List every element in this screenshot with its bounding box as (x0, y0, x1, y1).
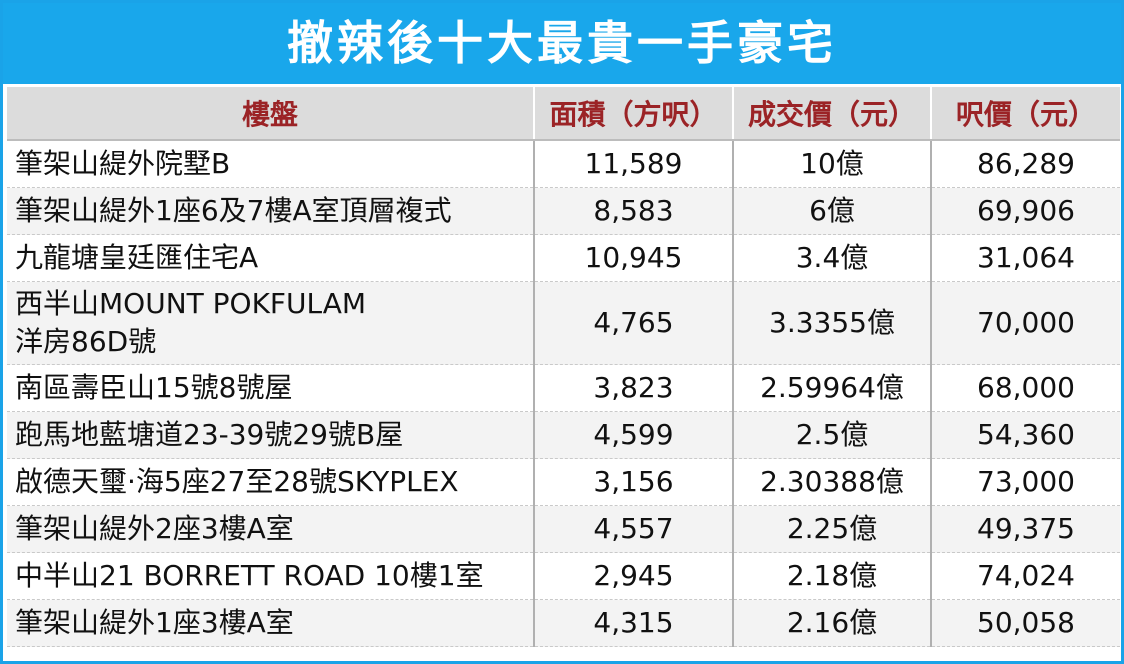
area-value: 3,823 (533, 364, 733, 412)
table-row: 南區壽臣山15號8號屋 3,823 2.59964億 68,000 (7, 364, 1120, 412)
area-value: 4,557 (533, 505, 733, 553)
property-name: 跑馬地藍塘道23-39號29號B屋 (7, 411, 534, 459)
price-value: 2.25億 (732, 505, 931, 553)
table-row: 筆架山緹外2座3樓A室 4,557 2.25億 49,375 (7, 505, 1120, 553)
psf-value: 54,360 (930, 411, 1120, 459)
area-value: 11,589 (533, 140, 733, 188)
price-value: 2.18億 (732, 552, 931, 600)
psf-value: 49,375 (930, 505, 1120, 553)
area-value: 2,945 (533, 552, 733, 600)
property-name: 筆架山緹外院墅B (7, 140, 534, 188)
table-row: 筆架山緹外1座3樓A室 4,315 2.16億 50,058 (7, 599, 1120, 647)
header-property: 樓盤 (7, 87, 534, 141)
price-value: 6億 (732, 187, 931, 235)
psf-value: 86,289 (930, 140, 1120, 188)
area-value: 4,765 (533, 281, 733, 365)
header-psf: 呎價（元） (930, 87, 1120, 141)
psf-value: 73,000 (930, 458, 1120, 506)
property-name: 九龍塘皇廷匯住宅A (7, 234, 534, 282)
area-value: 4,599 (533, 411, 733, 459)
property-name: 南區壽臣山15號8號屋 (7, 364, 534, 412)
table-row: 筆架山緹外院墅B 11,589 10億 86,289 (7, 140, 1120, 188)
area-value: 3,156 (533, 458, 733, 506)
header-price: 成交價（元） (732, 87, 931, 141)
price-value: 10億 (732, 140, 931, 188)
psf-value: 50,058 (930, 599, 1120, 647)
property-table: 樓盤 面積（方呎） 成交價（元） 呎價（元） 筆架山緹外院墅B 11,589 1… (7, 87, 1120, 647)
psf-value: 31,064 (930, 234, 1120, 282)
property-name: 筆架山緹外1座6及7樓A室頂層複式 (7, 187, 534, 235)
table-row: 筆架山緹外1座6及7樓A室頂層複式 8,583 6億 69,906 (7, 187, 1120, 235)
table-row: 跑馬地藍塘道23-39號29號B屋 4,599 2.5億 54,360 (7, 411, 1120, 459)
table-row: 啟德天璽·海5座27至28號SKYPLEX 3,156 2.30388億 73,… (7, 458, 1120, 506)
psf-value: 74,024 (930, 552, 1120, 600)
property-name: 筆架山緹外1座3樓A室 (7, 599, 534, 647)
header-row: 樓盤 面積（方呎） 成交價（元） 呎價（元） (7, 87, 1120, 141)
table-row: 中半山21 BORRETT ROAD 10樓1室 2,945 2.18億 74,… (7, 552, 1120, 600)
property-name: 筆架山緹外2座3樓A室 (7, 505, 534, 553)
header-area: 面積（方呎） (533, 87, 733, 141)
table-row: 西半山MOUNT POKFULAM 洋房86D號 4,765 3.3355億 7… (7, 281, 1120, 365)
price-value: 2.30388億 (732, 458, 931, 506)
price-value: 3.3355億 (732, 281, 931, 365)
area-value: 4,315 (533, 599, 733, 647)
area-value: 10,945 (533, 234, 733, 282)
table-row: 九龍塘皇廷匯住宅A 10,945 3.4億 31,064 (7, 234, 1120, 282)
price-value: 2.16億 (732, 599, 931, 647)
price-value: 2.5億 (732, 411, 931, 459)
psf-value: 68,000 (930, 364, 1120, 412)
page-title: 撤辣後十大最貴一手豪宅 (3, 3, 1121, 84)
price-value: 2.59964億 (732, 364, 931, 412)
property-name: 西半山MOUNT POKFULAM 洋房86D號 (7, 281, 534, 365)
property-name: 啟德天璽·海5座27至28號SKYPLEX (7, 458, 534, 506)
property-name-line1: 西半山MOUNT POKFULAM (15, 287, 367, 320)
property-name-line2: 洋房86D號 (15, 325, 157, 358)
psf-value: 70,000 (930, 281, 1120, 365)
psf-value: 69,906 (930, 187, 1120, 235)
area-value: 8,583 (533, 187, 733, 235)
price-value: 3.4億 (732, 234, 931, 282)
property-name: 中半山21 BORRETT ROAD 10樓1室 (7, 552, 534, 600)
